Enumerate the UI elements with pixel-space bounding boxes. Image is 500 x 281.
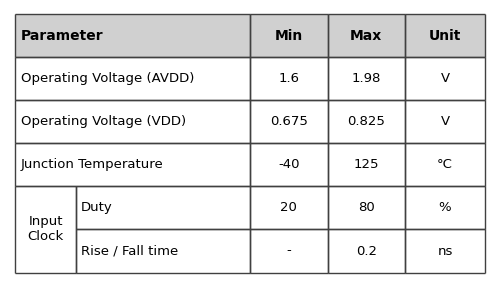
Text: Operating Voltage (AVDD): Operating Voltage (AVDD) <box>21 72 195 85</box>
Text: 80: 80 <box>358 201 374 214</box>
Bar <box>15 14 485 57</box>
Text: Min: Min <box>274 29 303 43</box>
Text: Operating Voltage (VDD): Operating Voltage (VDD) <box>21 115 186 128</box>
Text: Junction Temperature: Junction Temperature <box>21 158 164 171</box>
Text: -: - <box>286 244 291 257</box>
Text: 1.98: 1.98 <box>352 72 381 85</box>
Text: Parameter: Parameter <box>21 29 103 43</box>
Text: 0.675: 0.675 <box>270 115 308 128</box>
Text: 125: 125 <box>354 158 379 171</box>
Text: -40: -40 <box>278 158 299 171</box>
Text: Duty: Duty <box>81 201 113 214</box>
Text: 0.2: 0.2 <box>356 244 377 257</box>
Text: V: V <box>440 115 450 128</box>
Text: 20: 20 <box>280 201 297 214</box>
Text: 1.6: 1.6 <box>278 72 299 85</box>
Text: ns: ns <box>438 244 452 257</box>
Text: V: V <box>440 72 450 85</box>
Text: 0.825: 0.825 <box>348 115 386 128</box>
Text: Max: Max <box>350 29 382 43</box>
Text: %: % <box>438 201 452 214</box>
Text: Input
Clock: Input Clock <box>28 216 64 243</box>
Text: Unit: Unit <box>429 29 461 43</box>
Text: °C: °C <box>437 158 453 171</box>
Text: Rise / Fall time: Rise / Fall time <box>81 244 178 257</box>
